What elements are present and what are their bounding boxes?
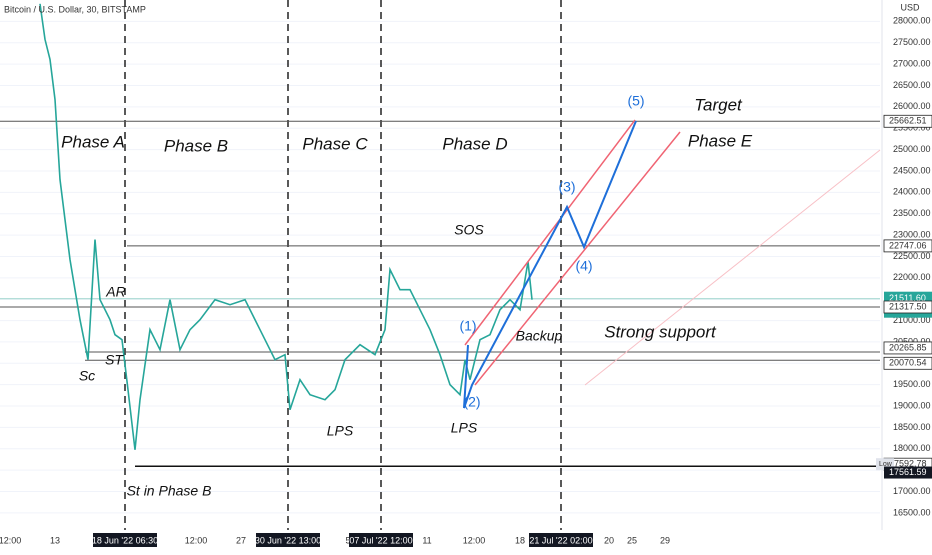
y-tick-label: 16500.00: [893, 507, 931, 517]
annotation: Backup: [516, 328, 563, 344]
time-axis: [0, 530, 932, 550]
wave-projection: [463, 120, 637, 409]
x-tick-label: 25: [627, 535, 637, 545]
channel: [464, 119, 881, 386]
currency: USD: [900, 2, 920, 12]
levels: [0, 120, 880, 467]
x-tick-label: 18: [515, 535, 525, 545]
annotation: (4): [575, 258, 592, 274]
chart-title: Bitcoin / U.S. Dollar, 30, BITSTAMP: [4, 4, 146, 14]
y-tick-label: 22000.00: [893, 272, 931, 282]
x-tick-label: 5: [345, 535, 350, 545]
y-tick-label: 26500.00: [893, 80, 931, 90]
level-label: 22747.06: [889, 240, 927, 250]
annotation: Phase D: [442, 134, 507, 153]
level-label: 20070.54: [889, 358, 927, 368]
annotation: (2): [463, 394, 480, 410]
x-label-box: [256, 533, 320, 547]
y-tick-label: 20500.00: [893, 336, 931, 346]
level-label: 20265.85: [889, 342, 927, 352]
y-tick-label: 18500.00: [893, 422, 931, 432]
level-box: [883, 356, 932, 370]
annotation: SOS: [454, 222, 484, 238]
annotation: Phase C: [302, 134, 368, 153]
x-tick-label: 07 Jul '22 12:00: [349, 535, 412, 545]
annotation: (3): [558, 179, 575, 195]
series: [39, 3, 533, 450]
y-tick-label: 28000.00: [893, 16, 931, 26]
level-box: [883, 300, 932, 314]
x-tick-label: 27: [236, 535, 246, 545]
level-box: [883, 239, 932, 253]
annotation: AR: [105, 284, 125, 300]
annotation: ST: [105, 352, 124, 368]
level-box: [883, 114, 932, 128]
phase-dividers: [124, 0, 562, 530]
annotation: LPS: [451, 420, 478, 436]
y-tick-label: 24000.00: [893, 187, 931, 197]
annotation: Target: [694, 95, 743, 114]
x-label-box: [349, 533, 413, 547]
annotation: (5): [627, 93, 644, 109]
annotation: Phase B: [164, 136, 228, 155]
x-label-box: [93, 533, 157, 547]
y-tick-label: 19000.00: [893, 400, 931, 410]
x-axis: 12:00 13 18 Jun '22 06:30 12:00 27 30 Jun '22…: [0, 533, 670, 547]
y-tick-label: 23000.00: [893, 229, 931, 239]
annotation: St in Phase B: [127, 483, 212, 499]
x-tick-label: 21 Jul '22 02:00: [529, 535, 592, 545]
y-tick-label: 18000.00: [893, 443, 931, 453]
current-price-label: 21511.60: [889, 293, 926, 303]
y-tick-label: 23500.00: [893, 208, 931, 218]
level-label: 17561.59: [889, 467, 927, 477]
x-tick-label: 12:00: [0, 535, 21, 545]
y-axis: 16500.0017000.0017500.0018000.0018500.00…: [876, 16, 932, 517]
y-tick-label: 27500.00: [893, 37, 931, 47]
annotation: (1): [459, 318, 476, 334]
channel-lower: [474, 131, 681, 386]
y-tick-label: 27000.00: [893, 58, 931, 68]
level-box: [884, 466, 932, 479]
price-line: [39, 3, 533, 450]
annotation: Phase E: [688, 131, 753, 150]
y-tick-label: 24500.00: [893, 165, 931, 175]
y-tick-label: 21000.00: [893, 315, 931, 325]
annotation: Phase A: [61, 132, 125, 151]
x-label-box: [529, 533, 593, 547]
y-tick-label: 26000.00: [893, 101, 931, 111]
y-tick-label: 19500.00: [893, 379, 931, 389]
y-tick-label: 22500.00: [893, 251, 931, 261]
x-tick-label: 20: [604, 535, 614, 545]
x-tick-label: 30 Jun '22 13:00: [255, 535, 321, 545]
y-tick-label: 17000.00: [893, 486, 931, 496]
x-tick-label: 18 Jun '22 06:30: [92, 535, 158, 545]
x-tick-label: 12:00: [463, 535, 486, 545]
annotation: Strong support: [604, 322, 717, 341]
level-label: 25662.51: [889, 116, 927, 126]
x-tick-label: 13: [50, 535, 60, 545]
x-tick-label: 29: [660, 535, 670, 545]
level-label: 21317.50: [889, 301, 927, 311]
annotation: Sc: [79, 368, 95, 384]
annotation: LPS: [327, 423, 354, 439]
x-tick-label: 12:00: [185, 535, 208, 545]
channel-extension: [584, 149, 881, 386]
annotations: Phase A Phase B Phase C Phase D Phase E Targe…: [61, 93, 753, 499]
channel-upper: [464, 119, 636, 346]
low-tag: Low: [879, 461, 893, 468]
level-label: 17592.78: [889, 459, 927, 469]
y-tick-label: 25000.00: [893, 144, 931, 154]
x-tick-label: 11: [422, 535, 431, 545]
level-box: [883, 341, 932, 355]
